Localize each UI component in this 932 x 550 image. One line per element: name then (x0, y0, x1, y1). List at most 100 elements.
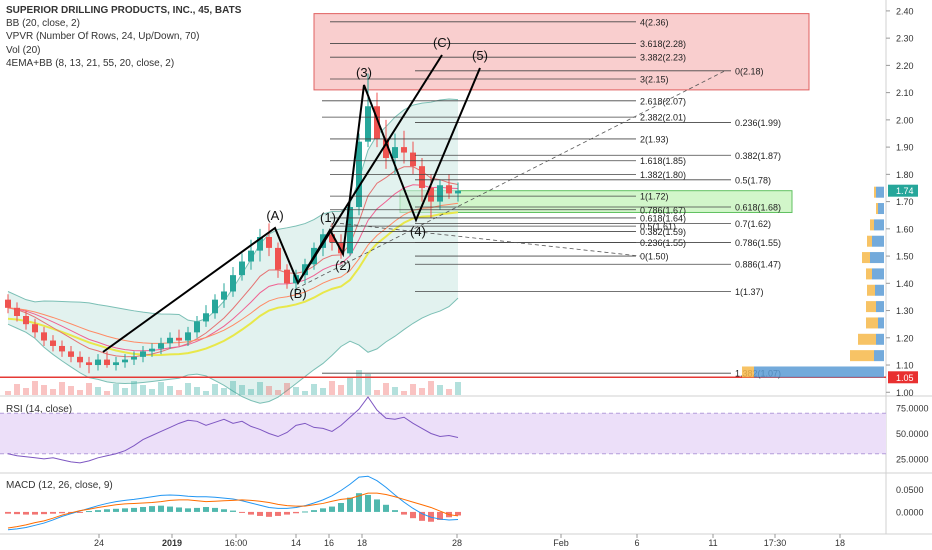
fib-level-label: 3.618(2.28) (640, 39, 686, 49)
volume-bar (167, 386, 173, 395)
fib-level-label: 0.236(1.99) (735, 118, 781, 128)
candle-body (347, 207, 353, 254)
volume-profile-down (858, 333, 876, 345)
macd-histogram-bar (239, 511, 245, 513)
volume-bar (185, 383, 191, 395)
volume-bar (50, 389, 56, 395)
macd-histogram-bar (95, 510, 101, 512)
candle-body (68, 351, 74, 357)
wave-label: (5) (472, 48, 488, 63)
candle-body (32, 324, 38, 333)
candle-body (14, 307, 20, 316)
macd-histogram-bar (365, 494, 371, 512)
rsi-line (7, 396, 459, 464)
candle-body (419, 166, 425, 188)
fib-level-label: 4(2.36) (640, 17, 669, 27)
volume-profile-up (754, 366, 884, 378)
candle-body (383, 138, 389, 158)
macd-histogram-bar (185, 508, 191, 512)
volume-bar (122, 388, 128, 395)
volume-bar (437, 385, 443, 395)
price-tick-label: 2.40 (896, 6, 914, 16)
candle-body (338, 242, 344, 254)
volume-profile-up (874, 350, 884, 362)
candle-body (77, 356, 83, 363)
candle-body (329, 234, 335, 243)
volume-bar (203, 391, 209, 395)
candle-body (185, 332, 191, 341)
dashed-trend-line (339, 222, 641, 257)
volume-bar (311, 384, 317, 395)
candle-body (59, 345, 65, 352)
current-price-label: 1.74 (896, 186, 914, 196)
macd-histogram-bar (59, 511, 65, 514)
price-line-badge (888, 371, 918, 384)
volume-bar (86, 383, 92, 395)
macd-histogram-bar (113, 508, 119, 512)
candle-body (113, 362, 119, 366)
indicator-vol[interactable]: Vol (20) (6, 44, 41, 56)
indicator-4ema-bb[interactable]: 4EMA+BB (8, 13, 21, 55, 20, close, 2) (6, 57, 175, 69)
macd-histogram-bar (86, 511, 92, 513)
macd-histogram-bar (392, 510, 398, 512)
volume-profile-down (876, 203, 878, 215)
volume-bar (293, 387, 299, 395)
volume-profile-down (867, 235, 872, 247)
volume-bar (374, 390, 380, 395)
volume-profile-up (876, 301, 884, 313)
candle-body (365, 106, 371, 142)
candle-body (86, 362, 92, 366)
volume-bar (5, 391, 11, 395)
wave-12345-line (297, 67, 481, 284)
macd-histogram-bar (32, 511, 38, 515)
volume-bar (68, 386, 74, 395)
time-tick-label: 17:30 (764, 538, 787, 548)
candle-body (167, 337, 173, 344)
volume-bar (239, 385, 245, 395)
bollinger-band-fill (8, 99, 458, 404)
candle-body (257, 237, 263, 251)
volume-bar (257, 382, 263, 395)
volume-bar (194, 387, 200, 395)
price-tick-label: 1.20 (896, 333, 914, 343)
candle-body (95, 359, 101, 366)
candle-body (437, 185, 443, 202)
volume-bar (419, 388, 425, 395)
volume-bar (77, 390, 83, 395)
indicator-vpvr[interactable]: VPVR (Number Of Rows, 24, Up/Down, 70) (6, 31, 200, 43)
volume-bar (365, 374, 371, 395)
wave-abc-line (102, 54, 443, 353)
volume-profile-down (850, 350, 874, 362)
volume-profile-down (874, 186, 876, 198)
indicator-bb[interactable]: BB (20, close, 2) (6, 18, 80, 30)
macd-histogram-bar (347, 497, 353, 512)
price-tick-label: 1.80 (896, 170, 914, 180)
fib-level-label: 0.382(1.59) (640, 227, 686, 237)
fib-level-label: 3(2.15) (640, 75, 669, 85)
macd-histogram-bar (50, 511, 56, 514)
macd-tick-label: 0.0500 (896, 485, 924, 495)
volume-bar (104, 391, 110, 395)
volume-bar (329, 381, 335, 395)
volume-profile-up (874, 219, 884, 231)
price-tick-label: 2.20 (896, 61, 914, 71)
candle-body (149, 348, 155, 352)
volume-bar (41, 385, 47, 395)
macd-histogram-bar (374, 499, 380, 512)
rsi-band-fill (0, 413, 886, 454)
macd-signal-line (7, 492, 459, 529)
candle-body (131, 356, 137, 360)
volume-bar (158, 382, 164, 395)
price-tick-label: 2.00 (896, 115, 914, 125)
macd-histogram-bar (410, 511, 416, 519)
macd-tick-label: 0.0000 (896, 507, 924, 517)
candle-body (275, 247, 281, 270)
fib-level-label: 0.382(1.87) (735, 151, 781, 161)
wave-label: (4) (410, 224, 426, 239)
macd-histogram-bar (131, 507, 137, 512)
macd-histogram-bar (77, 511, 83, 513)
macd-histogram-bar (302, 511, 308, 513)
candle-body (221, 291, 227, 300)
volume-profile-down (742, 366, 754, 378)
